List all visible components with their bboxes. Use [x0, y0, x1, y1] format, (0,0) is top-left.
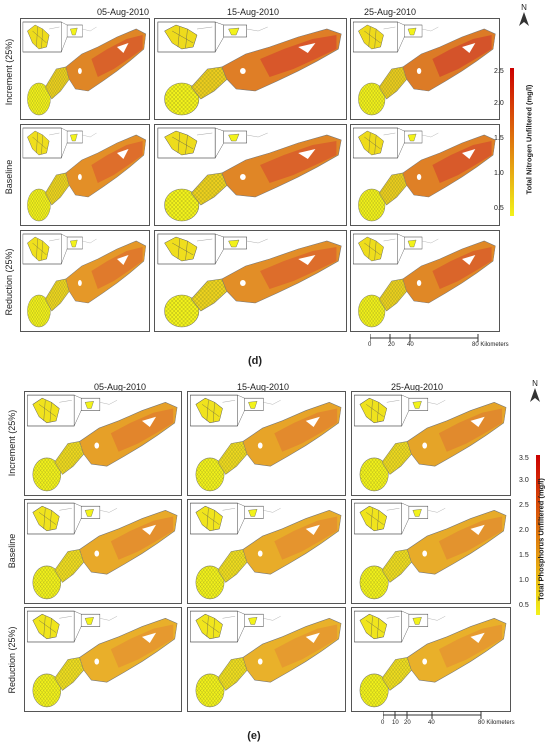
row-label: Reduction (25%)	[4, 248, 14, 316]
estuary-map	[22, 233, 147, 328]
scale-bar	[383, 711, 482, 719]
row-label: Increment (25%)	[4, 38, 14, 106]
estuary-map	[22, 21, 147, 116]
estuary-map	[157, 21, 342, 116]
column-label: 05-Aug-2010	[93, 382, 147, 392]
north-arrow-icon: N	[518, 3, 530, 28]
legend-tick: 1.5	[519, 552, 529, 559]
scale-label: 40	[428, 720, 435, 726]
estuary-map	[190, 394, 342, 492]
row-label: Increment (25%)	[7, 409, 17, 477]
map-cell	[154, 124, 347, 226]
map-cell	[24, 391, 182, 496]
estuary-map	[157, 233, 342, 328]
row-label: Baseline	[4, 159, 14, 195]
map-cell	[20, 124, 150, 226]
estuary-map	[27, 394, 178, 492]
estuary-map	[352, 21, 496, 116]
map-cell	[350, 230, 500, 332]
estuary-map	[352, 127, 496, 222]
legend-tick: 2.0	[519, 527, 529, 534]
map-cell	[351, 391, 511, 496]
map-cell	[154, 230, 347, 332]
estuary-map	[352, 233, 496, 328]
map-cell	[20, 230, 150, 332]
map-cell	[350, 124, 500, 226]
scale-label: 80 Kilometers	[472, 342, 509, 348]
legend-title: Total Nitrogen Unfiltered (mg/l)	[524, 84, 534, 195]
column-label: 25-Aug-2010	[390, 382, 444, 392]
color-bar	[510, 68, 514, 216]
column-label: 05-Aug-2010	[96, 7, 150, 17]
map-cell	[351, 499, 511, 604]
scale-label: 40	[407, 342, 414, 348]
map-cell	[154, 18, 347, 120]
row-label: Reduction (25%)	[7, 626, 17, 694]
north-label: N	[532, 379, 538, 388]
row-label: Baseline	[7, 533, 17, 569]
panel-letter: (d)	[247, 355, 263, 367]
scale-label: 0	[368, 342, 372, 348]
legend-tick: 1.5	[494, 135, 504, 142]
panel-d: 05-Aug-2010 15-Aug-2010 25-Aug-2010 Incr…	[0, 0, 550, 372]
estuary-map	[354, 610, 507, 708]
legend-tick: 2.5	[519, 502, 529, 509]
panel-letter: (e)	[247, 730, 261, 742]
map-cell	[351, 607, 511, 712]
north-label: N	[521, 3, 527, 12]
scale-label: 20	[404, 720, 411, 726]
scale-label: 0	[381, 720, 385, 726]
estuary-map	[354, 502, 507, 600]
estuary-map	[27, 610, 178, 708]
legend-tick: 3.5	[519, 455, 529, 462]
map-cell	[24, 607, 182, 712]
estuary-map	[354, 394, 507, 492]
column-label: 25-Aug-2010	[363, 7, 417, 17]
map-cell	[187, 607, 346, 712]
scale-bar	[370, 334, 479, 342]
legend-tick: 1.0	[519, 577, 529, 584]
panel-e: 05-Aug-2010 15-Aug-2010 25-Aug-2010 Incr…	[0, 375, 550, 750]
legend-tick: 0.5	[494, 205, 504, 212]
estuary-map	[22, 127, 147, 222]
estuary-map	[190, 502, 342, 600]
column-label: 15-Aug-2010	[226, 7, 280, 17]
scale-label: 10	[392, 720, 399, 726]
legend-tick: 2.5	[494, 68, 504, 75]
legend-tick: 0.5	[519, 602, 529, 609]
legend-tick: 3.0	[519, 477, 529, 484]
map-cell	[187, 499, 346, 604]
map-cell	[187, 391, 346, 496]
scale-label: 80 Kilometers	[478, 720, 515, 726]
legend-tick: 2.0	[494, 100, 504, 107]
estuary-map	[190, 610, 342, 708]
color-bar	[536, 455, 540, 615]
column-label: 15-Aug-2010	[236, 382, 290, 392]
north-arrow-icon: N	[529, 379, 541, 404]
map-cell	[20, 18, 150, 120]
scale-label: 20	[388, 342, 395, 348]
map-cell	[350, 18, 500, 120]
map-cell	[24, 499, 182, 604]
legend-title: Total Phosphorus Unfiltered (mg/l)	[536, 478, 546, 601]
legend-tick: 1.0	[494, 170, 504, 177]
estuary-map	[27, 502, 178, 600]
estuary-map	[157, 127, 342, 222]
